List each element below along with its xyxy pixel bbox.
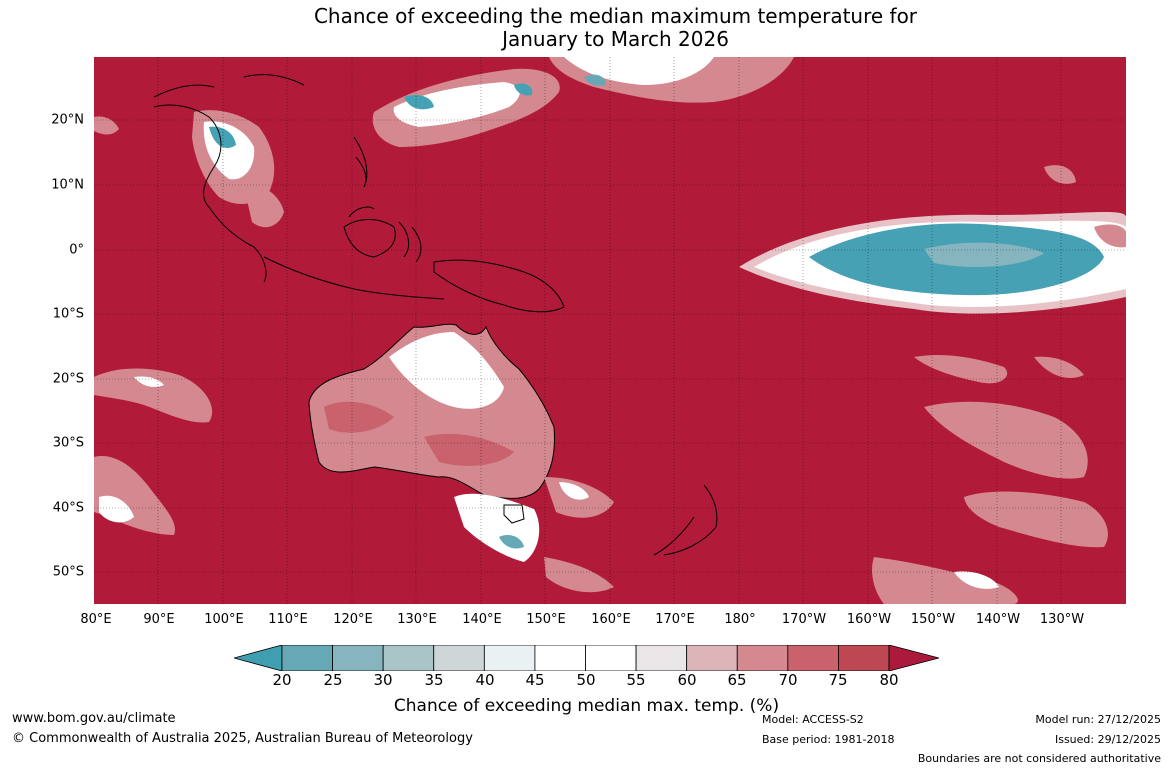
lon-label: 160°E (591, 612, 631, 627)
lon-label: 130°W (1039, 612, 1085, 627)
colorbar-segment (382, 645, 435, 671)
borneo (343, 219, 396, 258)
tasmania-cool-anomaly (454, 493, 540, 562)
copyright-text: © Commonwealth of Australia 2025, Austra… (12, 731, 473, 746)
colorbar-segment (635, 645, 688, 671)
asia-coast-north (153, 74, 305, 98)
colorbar-arrow-low (234, 645, 283, 671)
lon-label: 90°E (143, 612, 175, 627)
philippines (353, 136, 368, 188)
southeast-asia-coast (153, 104, 267, 283)
lon-label: 150°W (910, 612, 956, 627)
sunda-islands (263, 256, 445, 300)
model-run-text: Model run: 27/12/2025 (1035, 713, 1161, 726)
colorbar-tick: 60 (677, 671, 697, 689)
australia-landmass (308, 323, 555, 499)
pacific-cool-anomaly (739, 211, 1126, 314)
colorbar-segment (838, 645, 890, 671)
new-guinea (433, 259, 565, 313)
lon-label: 130°E (397, 612, 437, 627)
lon-label: 150°E (526, 612, 566, 627)
north-borneo (348, 206, 375, 218)
new-zealand-south (653, 516, 695, 556)
colorbar-tick: 50 (576, 671, 596, 689)
base-period-text: Base period: 1981-2018 (762, 733, 895, 746)
colorbar (234, 645, 939, 671)
lat-label: 20°S (52, 371, 84, 387)
lon-label: 120°E (333, 612, 373, 627)
sulawesi (398, 221, 422, 263)
colorbar-tick: 45 (525, 671, 545, 689)
lat-label: 0° (69, 242, 84, 258)
map-title-line-1: Chance of exceeding the median maximum t… (313, 4, 918, 28)
colorbar-tick: 20 (272, 671, 292, 689)
lon-label: 180° (724, 612, 756, 627)
lat-label: 10°S (52, 306, 84, 322)
graticule (94, 57, 1126, 604)
lon-label: 170°W (781, 612, 827, 627)
colorbar-tick: 80 (879, 671, 899, 689)
lat-label: 50°S (52, 564, 84, 580)
colorbar-label: Chance of exceeding median max. temp. (%… (393, 696, 780, 716)
colorbar-arrow-high (888, 645, 939, 671)
colorbar-tick: 55 (626, 671, 646, 689)
issued-text: Issued: 29/12/2025 (1054, 733, 1161, 746)
colorbar-tick: 40 (475, 671, 495, 689)
northern-cool-patches (94, 57, 1126, 248)
lon-label: 170°E (655, 612, 695, 627)
colorbar-segment (534, 645, 586, 671)
lon-label: 140°E (462, 612, 502, 627)
lon-label: 160°W (846, 612, 892, 627)
southern-ocean-patches (94, 355, 1108, 604)
colorbar-segment (332, 645, 384, 671)
colorbar-segment (433, 645, 485, 671)
lat-label: 20°N (51, 112, 84, 128)
lat-label: 10°N (51, 177, 84, 193)
disclaimer-text: Boundaries are not considered authoritat… (917, 752, 1161, 765)
colorbar-segment (585, 645, 637, 671)
model-text: Model: ACCESS-S2 (762, 713, 864, 726)
colorbar-tick: 25 (323, 671, 343, 689)
lat-label: 40°S (52, 500, 84, 516)
colorbar-segment (787, 645, 839, 671)
website-text: www.bom.gov.au/climate (12, 711, 176, 726)
map-title-line-2: January to March 2026 (502, 27, 729, 51)
colorbar-segment (483, 645, 536, 671)
new-zealand-north (663, 484, 718, 556)
colorbar-tick: 30 (373, 671, 393, 689)
lat-label: 30°S (52, 435, 84, 451)
lon-label: 110°E (268, 612, 308, 627)
probability-map (94, 57, 1126, 604)
lon-label: 140°W (975, 612, 1021, 627)
colorbar-segment (736, 645, 789, 671)
colorbar-tick: 65 (727, 671, 747, 689)
lon-label: 80°E (80, 612, 112, 627)
colorbar-tick: 75 (828, 671, 848, 689)
colorbar-segment (686, 645, 738, 671)
colorbar-segment (281, 645, 333, 671)
colorbar-tick: 35 (424, 671, 444, 689)
coastlines (153, 74, 718, 556)
lon-label: 100°E (204, 612, 244, 627)
colorbar-tick: 70 (778, 671, 798, 689)
